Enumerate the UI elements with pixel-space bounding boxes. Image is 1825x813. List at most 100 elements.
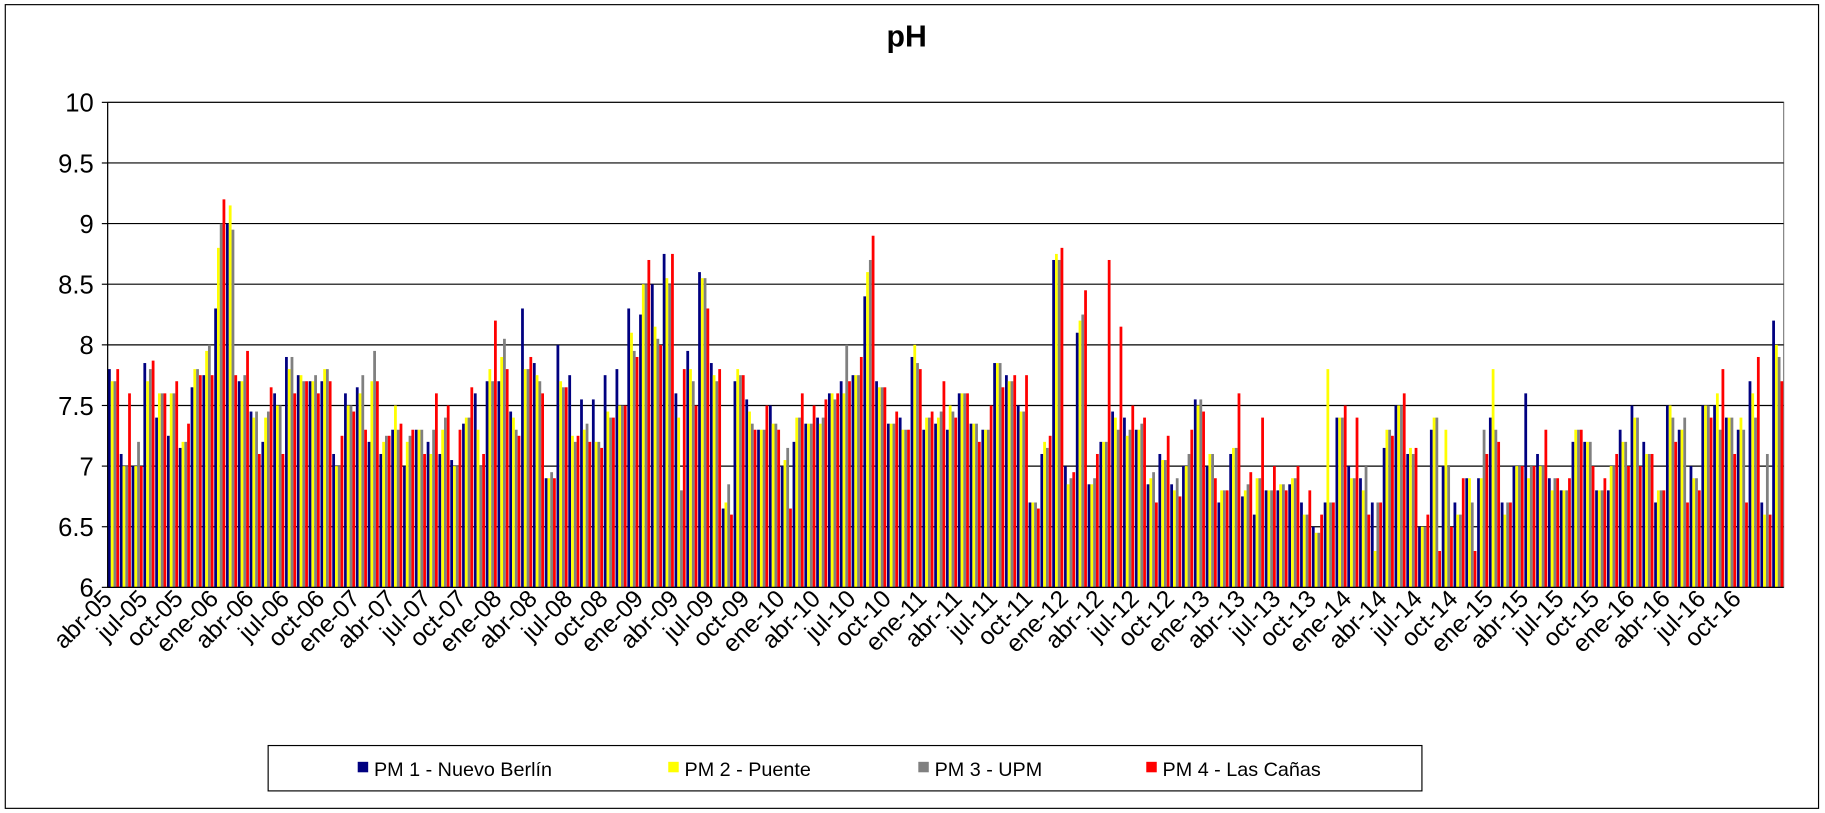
bar — [998, 363, 1002, 588]
bar — [691, 381, 695, 588]
bar — [641, 284, 645, 588]
bar — [1477, 478, 1480, 588]
bar — [550, 472, 554, 588]
bar — [798, 417, 801, 588]
bar — [759, 429, 763, 588]
bar — [116, 369, 120, 588]
bar — [1314, 532, 1318, 588]
bar — [816, 417, 819, 588]
bar — [1579, 429, 1583, 588]
bar — [1409, 447, 1412, 588]
bar — [883, 387, 887, 588]
bar — [656, 338, 660, 588]
legend-box — [267, 744, 1423, 792]
bar — [977, 441, 981, 588]
bar — [1536, 453, 1539, 588]
bar — [1182, 466, 1185, 588]
bar — [1143, 417, 1146, 588]
bar — [1211, 453, 1214, 588]
bar — [650, 284, 654, 588]
bar — [1347, 466, 1351, 588]
bar — [255, 411, 258, 588]
bar — [1465, 478, 1469, 588]
bar — [198, 375, 202, 588]
bar — [305, 381, 308, 588]
bar — [954, 417, 958, 588]
legend-label: PM 1 - Nuevo Berlín — [374, 759, 552, 781]
bar — [792, 441, 796, 588]
bar — [349, 405, 353, 588]
bar — [1677, 429, 1681, 588]
bar — [1111, 411, 1115, 588]
bar — [1308, 490, 1312, 588]
bar — [521, 308, 524, 588]
bar — [1709, 417, 1713, 588]
bar — [1406, 453, 1410, 588]
bar — [157, 393, 161, 588]
bar — [1500, 502, 1504, 588]
bar — [296, 375, 300, 588]
bar — [193, 369, 197, 588]
bar — [895, 411, 899, 588]
bar — [1780, 381, 1784, 588]
bar — [1237, 393, 1241, 588]
bar — [1232, 447, 1235, 588]
bar — [934, 423, 937, 588]
bar — [1107, 259, 1111, 588]
bar — [597, 441, 601, 588]
bar — [1559, 490, 1563, 588]
bar — [1388, 429, 1392, 588]
bar — [677, 417, 681, 588]
bar — [1636, 417, 1639, 588]
bar — [337, 466, 341, 588]
bar — [1036, 508, 1040, 588]
bar — [382, 441, 386, 588]
bar — [1355, 417, 1359, 588]
bar — [1609, 466, 1613, 588]
bar — [1391, 435, 1394, 588]
bar — [1680, 429, 1684, 588]
bar — [207, 344, 211, 588]
bar — [1276, 490, 1280, 588]
bar — [1718, 429, 1722, 588]
bar — [606, 411, 610, 588]
bar — [724, 502, 728, 588]
bar — [1506, 502, 1510, 588]
bar — [364, 429, 367, 588]
bar — [1633, 417, 1637, 588]
bar — [163, 393, 167, 588]
bar — [939, 411, 943, 588]
bar — [1087, 484, 1091, 588]
bar — [532, 363, 536, 588]
bar — [276, 405, 279, 588]
bar — [252, 417, 256, 588]
bar — [1583, 441, 1587, 588]
bar — [1763, 514, 1766, 588]
bar — [128, 393, 131, 588]
bar — [1095, 453, 1099, 588]
bar — [1450, 526, 1453, 588]
bar — [568, 375, 572, 588]
bar — [1730, 417, 1734, 588]
bar — [246, 350, 249, 588]
bar — [1541, 466, 1545, 588]
bar — [257, 453, 261, 588]
bar — [1482, 429, 1486, 588]
bar — [1488, 417, 1492, 588]
bar — [1199, 399, 1203, 588]
bar — [505, 369, 509, 588]
bar — [753, 429, 757, 588]
bar — [712, 375, 716, 588]
bar — [346, 405, 350, 588]
bar — [588, 441, 592, 588]
bar — [1650, 453, 1654, 588]
bar — [1364, 466, 1368, 588]
bar — [930, 411, 934, 588]
bar — [151, 360, 155, 588]
bar — [352, 411, 356, 588]
bar — [741, 375, 745, 588]
bar — [1048, 435, 1052, 588]
bar — [886, 423, 890, 588]
bar — [1090, 484, 1094, 588]
bar — [1072, 472, 1076, 588]
